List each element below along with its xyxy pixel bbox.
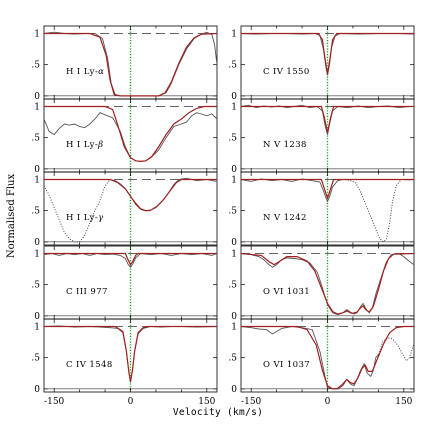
y-tick-label: 0 [34,165,40,175]
model-fit [44,32,218,97]
y-tick-label: 0 [34,238,40,248]
ion-label: N V 1238 [263,140,307,150]
observed-spectrum [43,112,218,162]
ion-label: O VI 1031 [263,287,310,297]
y-tick-label: .5 [31,134,40,144]
spectrum-panel: 0 .5 1 N V 1242 [228,171,415,248]
y-tick-label: 1 [34,249,40,259]
x-tick-label: 150 [198,397,215,407]
contaminated-spectrum [345,179,415,243]
y-tick-label: .5 [31,281,40,291]
spectrum-panel: 0 .5 1 O VI 1031 [228,245,415,322]
spectrum-panel: 0 .5 1 H I Ly-β [31,98,218,175]
y-tick-label: 0 [34,385,40,395]
y-tick-label: .5 [31,61,40,71]
model-fit [44,252,217,266]
model-fit [44,105,217,163]
spectrum-panel: 0 .5 1 C III 977 [31,245,218,322]
y-tick-label: 1 [34,322,40,332]
x-axis-title: Velocity (km/s) [173,407,263,418]
y-tick-label: 0 [34,312,40,322]
y-tick-label: .5 [31,354,40,364]
model-fit [241,178,414,201]
y-tick-label: 1 [231,102,237,112]
y-tick-label: 0 [231,385,237,395]
ion-label: H I Ly-γ [66,213,104,223]
y-tick-label: .5 [228,61,237,71]
y-tick-label: .5 [31,207,40,217]
spectrum-panel: 0 .5 1 N V 1238 [228,98,415,175]
model-fit [240,252,415,315]
model-fit [241,325,414,390]
ion-label: C III 977 [66,287,108,297]
spectrum-panel: 0 .5 1 -150 0 150 O VI 1037 [228,318,415,407]
observed-spectrum [240,253,415,316]
spectrum-panel: 0 .5 1 -150 0 150 C IV 1548 [31,318,218,407]
y-tick-label: 1 [231,322,237,332]
x-tick-label: 0 [128,397,134,407]
y-tick-label: 1 [34,102,40,112]
y-tick-label: 1 [231,249,237,259]
ion-label: O VI 1037 [263,360,310,370]
ion-label: H I Ly-α [66,67,104,77]
ion-label: C IV 1548 [66,360,113,370]
ion-label: C IV 1550 [263,67,310,77]
x-tick-label: 0 [325,397,331,407]
model-fit [241,32,414,75]
model-fit [44,325,217,382]
spectrum-panel: 0 .5 1 H I Ly-α [31,25,218,102]
observed-spectrum [109,177,218,212]
y-tick-label: .5 [228,207,237,217]
observed-spectrum [240,326,379,390]
model-fit [44,178,217,212]
y-tick-label: 0 [34,92,40,102]
y-tick-label: 1 [34,29,40,39]
contaminated-spectrum [377,337,415,362]
y-tick-label: 0 [231,92,237,102]
y-tick-label: .5 [228,354,237,364]
y-tick-label: 0 [231,238,237,248]
x-tick-label: -150 [241,397,261,407]
spectrum-panel: 0 .5 1 C IV 1550 [228,25,415,102]
y-tick-label: 1 [231,29,237,39]
y-tick-label: 1 [34,175,40,185]
y-tick-label: .5 [228,134,237,144]
y-axis-title: Normalised Flux [6,174,17,259]
x-tick-label: -150 [44,397,64,407]
observed-spectrum [43,325,218,383]
x-tick-label: 150 [395,397,412,407]
model-fit [241,105,414,133]
y-tick-label: .5 [228,281,237,291]
y-tick-label: 0 [231,165,237,175]
ion-label: N V 1242 [263,213,307,223]
contaminated-spectrum [43,179,111,243]
ion-label: H I Ly-β [66,140,103,150]
y-tick-label: 0 [231,312,237,322]
y-tick-label: 1 [231,175,237,185]
spectrum-panel: 0 .5 1 H I Ly-γ [31,171,218,248]
